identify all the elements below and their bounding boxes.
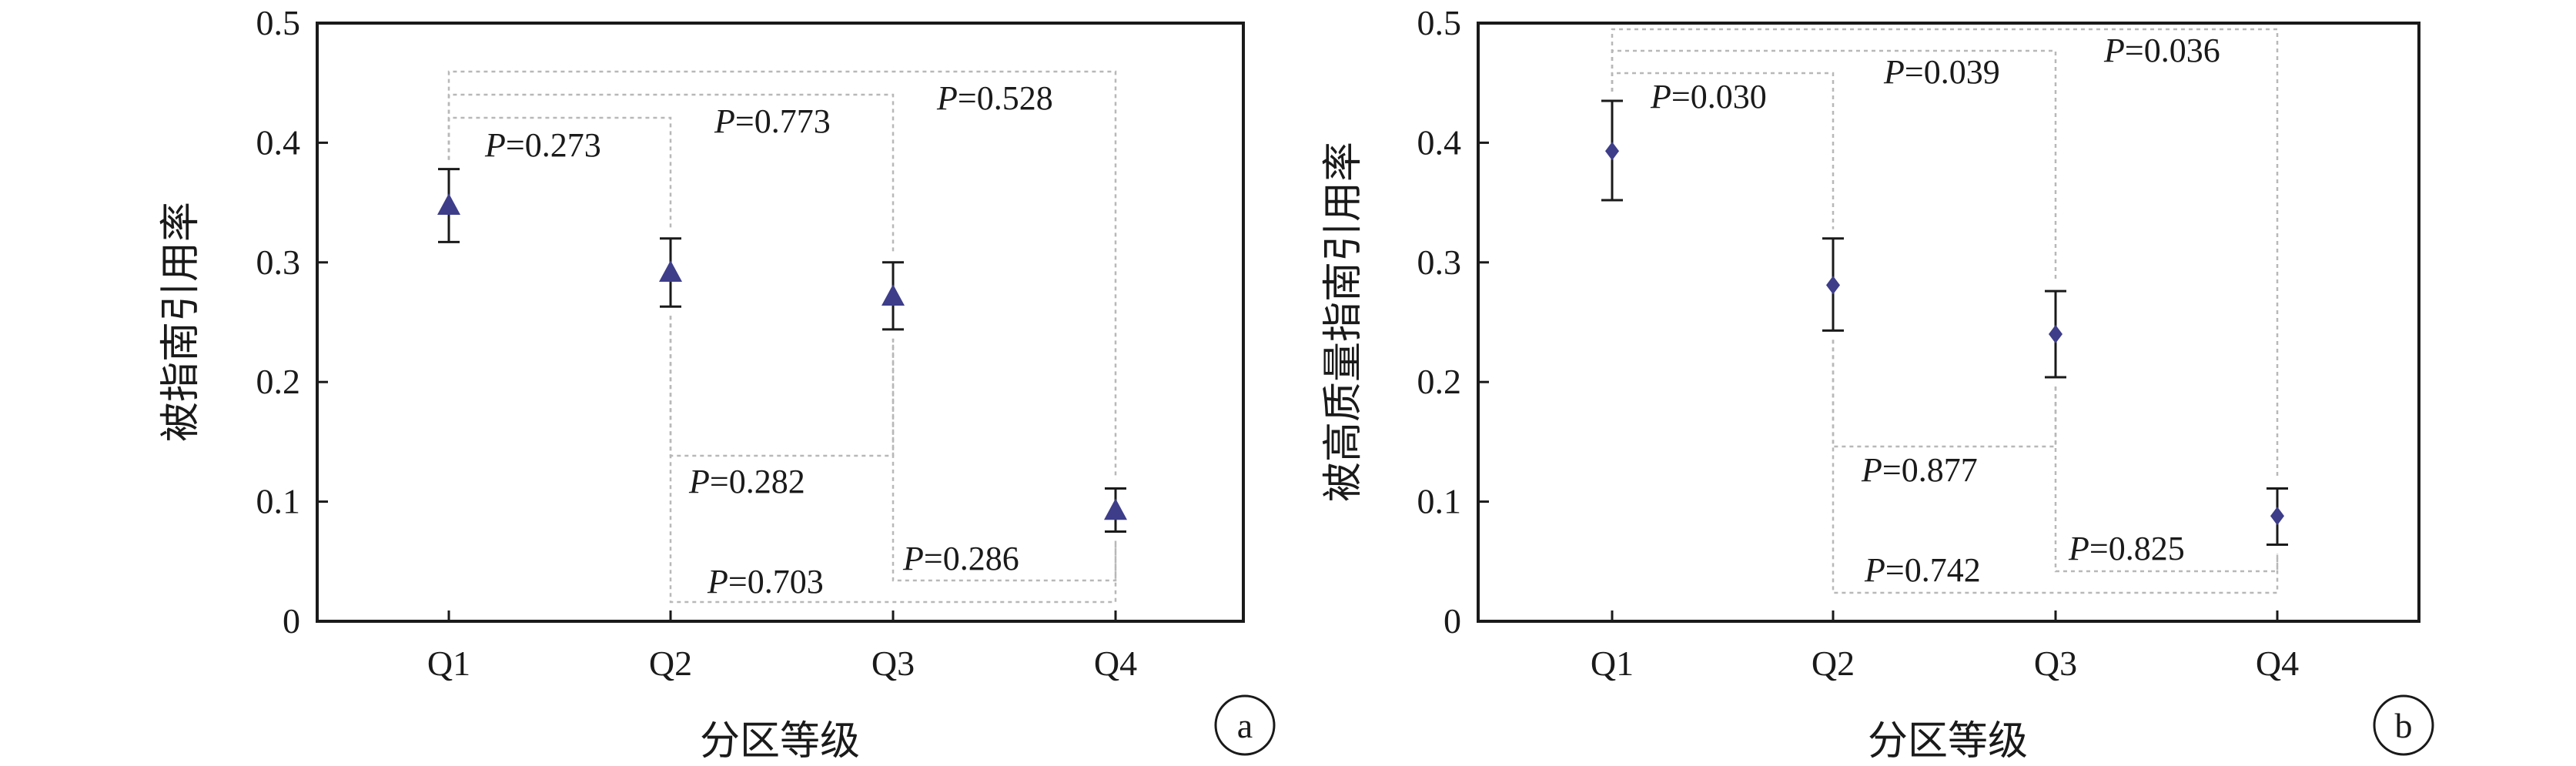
panel-a: 0 0.1 0.2 0.3 0.4 0.5 Q1 Q2 Q3 Q4 P=0.273 P=0.773… [159, 3, 1276, 764]
y-tick-label: 0.3 [1417, 243, 1462, 282]
panel-a-y-axis-title: 被指南引用率 [159, 202, 203, 442]
panel-a-x-axis-title: 分区等级 [700, 720, 860, 764]
panel-b-data-marks [1601, 99, 2288, 547]
p-value-label: P=0.528 [936, 79, 1053, 117]
data-point-q1 [1601, 99, 1623, 202]
panel-b-y-ticks: 0 0.1 0.2 0.3 0.4 0.5 [1417, 3, 1489, 641]
y-tick-label: 0.1 [1417, 482, 1462, 521]
panel-a-plot-frame [316, 22, 1245, 623]
data-point-q4 [1104, 487, 1127, 533]
data-point-q4 [2267, 487, 2288, 547]
panel-a-label-badge: a [1214, 694, 1276, 756]
panel-b-x-categories: Q1 Q2 Q3 Q4 [1591, 610, 2299, 683]
panel-b-label: b [2395, 706, 2413, 745]
triangle-marker [659, 260, 682, 282]
x-category-label: Q1 [427, 644, 470, 683]
p-value-label: P=0.742 [1864, 551, 1981, 589]
y-tick-label: 0.2 [1417, 362, 1462, 401]
x-category-label: Q2 [649, 644, 692, 683]
x-category-label: Q2 [1812, 644, 1855, 683]
data-point-q2 [659, 237, 682, 308]
y-tick-label: 0.3 [256, 243, 301, 282]
comparison-bracket [1611, 28, 2279, 480]
data-point-q3 [882, 261, 905, 331]
panel-b-plot-frame [1477, 22, 2420, 623]
p-value-label: P=0.036 [2103, 32, 2220, 69]
triangle-marker [882, 284, 905, 306]
p-value-label: P=0.773 [714, 102, 831, 140]
p-value-label: P=0.703 [707, 563, 824, 600]
data-point-q2 [1822, 237, 1844, 332]
x-category-label: Q1 [1591, 644, 1634, 683]
p-value-label: P=0.030 [1650, 78, 1767, 115]
diamond-marker [2270, 507, 2284, 526]
data-point-q3 [2045, 289, 2066, 379]
comparison-bracket [1832, 340, 2279, 594]
y-tick-label: 0 [283, 601, 300, 641]
comparison-bracket [1832, 340, 2057, 448]
comparison-bracket [669, 316, 895, 457]
x-category-label: Q3 [2034, 644, 2077, 683]
panel-a-label: a [1237, 706, 1253, 745]
comparison-bracket [2054, 386, 2279, 573]
panel-b-comparison-brackets: P=0.030 P=0.039 P=0.036 P=0.877 P=0.742 P=0.8… [1611, 28, 2279, 594]
diamond-marker [1826, 276, 1840, 295]
comparison-bracket [669, 316, 1117, 604]
p-value-label: P=0.273 [484, 126, 601, 164]
x-category-label: Q3 [871, 644, 915, 683]
y-tick-label: 0 [1444, 601, 1461, 641]
panel-a-x-categories: Q1 Q2 Q3 Q4 [427, 610, 1137, 683]
p-value-label: P=0.877 [1861, 451, 1978, 489]
x-category-label: Q4 [1094, 644, 1137, 683]
p-value-label: P=0.825 [2068, 530, 2185, 567]
y-tick-label: 0.5 [256, 3, 301, 42]
y-tick-label: 0.1 [256, 482, 301, 521]
p-value-label: P=0.039 [1883, 53, 2000, 91]
y-tick-label: 0.4 [256, 122, 301, 162]
panel-b-x-axis-title: 分区等级 [1868, 720, 2028, 764]
triangle-marker [1104, 498, 1127, 520]
p-value-label: P=0.286 [902, 540, 1019, 577]
y-tick-label: 0.5 [1417, 3, 1462, 42]
panel-a-y-ticks: 0 0.1 0.2 0.3 0.4 0.5 [256, 3, 328, 641]
diamond-marker [2049, 325, 2062, 344]
triangle-marker [437, 193, 460, 215]
y-tick-label: 0.4 [1417, 122, 1462, 162]
panel-a-data-marks [437, 168, 1127, 533]
panel-a-comparison-brackets: P=0.273 P=0.773 P=0.528 P=0.282 P=0.703 P=0.2… [447, 70, 1117, 604]
comparison-bracket [447, 116, 672, 229]
panel-b-y-axis-title: 被高质量指南引用率 [1322, 142, 1366, 502]
diamond-marker [1605, 142, 1619, 161]
x-category-label: Q4 [2256, 644, 2299, 683]
panel-b-label-badge: b [2373, 694, 2434, 756]
data-point-q1 [437, 168, 460, 243]
p-value-label: P=0.282 [688, 463, 805, 500]
y-tick-label: 0.2 [256, 362, 301, 401]
panel-b: 0 0.1 0.2 0.3 0.4 0.5 Q1 Q2 Q3 Q4 P=0.030 P=0.039… [1322, 3, 2434, 764]
comparison-bracket [1611, 49, 2057, 283]
